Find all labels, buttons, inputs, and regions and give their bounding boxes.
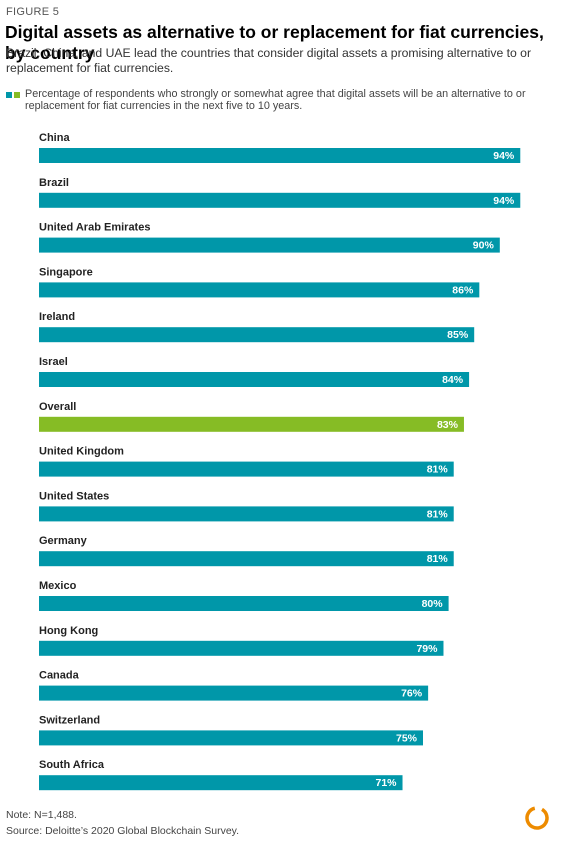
value-label-singapore: 86%	[452, 284, 474, 296]
bar-china	[39, 148, 521, 163]
value-label-switzerland: 75%	[396, 732, 418, 744]
bar-singapore	[39, 282, 480, 298]
value-label-canada: 76%	[401, 688, 423, 700]
category-label-switzerland: Switzerland	[39, 714, 100, 726]
category-label-brazil: Brazil	[39, 177, 69, 189]
bar-united-states	[39, 506, 454, 522]
value-label-hong-kong: 79%	[416, 643, 438, 655]
legend: Percentage of respondents who strongly o…	[6, 88, 556, 112]
note: Note: N=1,488.	[6, 809, 77, 821]
bar-switzerland	[39, 730, 423, 746]
category-label-mexico: Mexico	[39, 580, 77, 592]
value-label-united-kingdom: 81%	[427, 464, 449, 476]
bar-brazil	[39, 192, 521, 208]
category-label-canada: Canada	[39, 670, 80, 682]
value-label-united-arab-emirates: 90%	[473, 240, 495, 252]
category-label-ireland: Ireland	[39, 311, 75, 323]
value-label-germany: 81%	[427, 553, 449, 565]
legend-text: Percentage of respondents who strongly o…	[25, 88, 526, 112]
bar-mexico	[39, 596, 449, 611]
chart-subtitle: Brazil, China, and UAE lead the countrie…	[6, 46, 532, 75]
bar-ireland	[39, 327, 475, 343]
value-label-overall: 83%	[437, 419, 459, 431]
legend-swatch-country	[6, 92, 12, 98]
legend-swatch-overall	[14, 92, 20, 98]
category-label-united-states: United States	[39, 490, 109, 502]
value-label-china: 94%	[493, 150, 515, 162]
bar-germany	[39, 551, 454, 567]
value-label-brazil: 94%	[493, 195, 515, 207]
source: Source: Deloitte’s 2020 Global Blockchai…	[6, 825, 240, 837]
category-label-germany: Germany	[39, 535, 88, 547]
category-label-overall: Overall	[39, 401, 76, 413]
category-label-israel: Israel	[39, 356, 68, 368]
category-label-hong-kong: Hong Kong	[39, 625, 98, 637]
chart-title: Digital assets as alternative to or repl…	[5, 22, 544, 63]
bar-overall	[39, 416, 464, 432]
figure-label: FIGURE 5	[6, 6, 60, 18]
bar-hong-kong	[39, 640, 444, 656]
category-label-united-kingdom: United Kingdom	[39, 446, 124, 458]
bar-israel	[39, 372, 470, 387]
value-label-ireland: 85%	[447, 329, 469, 341]
category-label-south-africa: South Africa	[39, 759, 105, 771]
bar-united-kingdom	[39, 461, 454, 477]
bar-canada	[39, 685, 429, 701]
bar-south-africa	[39, 775, 403, 791]
value-label-south-africa: 71%	[376, 777, 398, 789]
bar-united-arab-emirates	[39, 237, 500, 253]
value-label-israel: 84%	[442, 374, 464, 386]
category-label-china: China	[39, 132, 70, 144]
value-label-united-states: 81%	[427, 508, 449, 520]
category-label-singapore: Singapore	[39, 266, 93, 278]
value-label-mexico: 80%	[422, 598, 444, 610]
category-label-united-arab-emirates: United Arab Emirates	[39, 222, 150, 234]
deloitte-logo-icon	[525, 806, 549, 830]
